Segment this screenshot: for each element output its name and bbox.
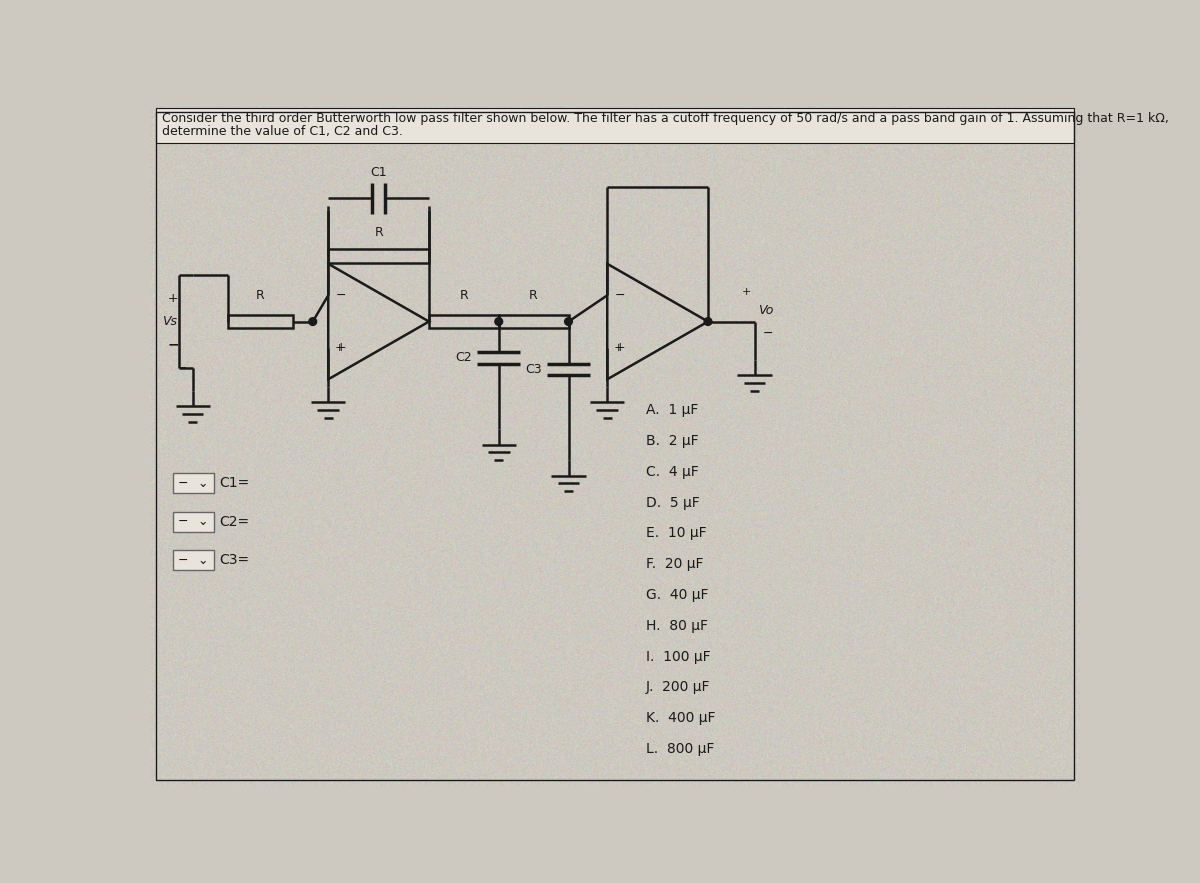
Circle shape bbox=[565, 318, 572, 326]
Text: +: + bbox=[616, 341, 625, 354]
Text: −: − bbox=[178, 477, 188, 490]
Circle shape bbox=[308, 318, 317, 326]
Text: −: − bbox=[616, 289, 625, 302]
Text: C1: C1 bbox=[371, 166, 386, 179]
Text: F.  20 µF: F. 20 µF bbox=[646, 557, 703, 571]
Text: H.  80 µF: H. 80 µF bbox=[646, 619, 708, 633]
Text: +: + bbox=[336, 341, 347, 354]
Text: R: R bbox=[256, 290, 265, 302]
Text: D.  5 µF: D. 5 µF bbox=[646, 495, 700, 509]
Text: +: + bbox=[168, 292, 179, 305]
Text: L.  800 µF: L. 800 µF bbox=[646, 742, 714, 756]
Text: Vs: Vs bbox=[162, 315, 176, 328]
Bar bbox=[173, 550, 214, 570]
Text: +: + bbox=[613, 343, 623, 352]
Text: ⌄: ⌄ bbox=[198, 477, 208, 490]
Text: A.  1 µF: A. 1 µF bbox=[646, 404, 698, 417]
Text: C.  4 µF: C. 4 µF bbox=[646, 464, 698, 479]
Text: −: − bbox=[336, 289, 347, 302]
Bar bbox=[430, 314, 499, 328]
Text: R: R bbox=[529, 290, 538, 302]
Text: +: + bbox=[742, 287, 751, 297]
Text: G.  40 µF: G. 40 µF bbox=[646, 588, 708, 602]
Text: Vo: Vo bbox=[758, 304, 774, 316]
Text: −: − bbox=[168, 337, 179, 351]
Text: E.  10 µF: E. 10 µF bbox=[646, 526, 707, 540]
Text: C3=: C3= bbox=[220, 554, 250, 567]
Text: C2: C2 bbox=[455, 351, 472, 365]
Bar bbox=[173, 512, 214, 532]
Bar bbox=[329, 249, 430, 263]
Text: ⌄: ⌄ bbox=[198, 516, 208, 528]
Text: +: + bbox=[335, 343, 344, 352]
Text: K.  400 µF: K. 400 µF bbox=[646, 711, 715, 725]
Text: J.  200 µF: J. 200 µF bbox=[646, 680, 710, 694]
Bar bbox=[228, 314, 293, 328]
Text: ⌄: ⌄ bbox=[198, 554, 208, 567]
Text: I.  100 µF: I. 100 µF bbox=[646, 650, 710, 663]
Text: B.  2 µF: B. 2 µF bbox=[646, 434, 698, 448]
Bar bbox=[173, 473, 214, 494]
Text: determine the value of C1, C2 and C3.: determine the value of C1, C2 and C3. bbox=[162, 125, 402, 139]
Bar bbox=[499, 314, 569, 328]
Text: Consider the third order Butterworth low pass filter shown below. The filter has: Consider the third order Butterworth low… bbox=[162, 112, 1169, 125]
Text: C1=: C1= bbox=[220, 476, 250, 490]
Text: −: − bbox=[178, 363, 187, 373]
Text: −: − bbox=[178, 554, 188, 567]
Circle shape bbox=[704, 318, 712, 326]
Text: −: − bbox=[762, 327, 773, 340]
Bar bbox=[156, 109, 1074, 143]
Text: C3: C3 bbox=[524, 363, 541, 376]
Circle shape bbox=[494, 318, 503, 326]
Text: R: R bbox=[460, 290, 468, 302]
Text: C2=: C2= bbox=[220, 515, 250, 529]
Text: −: − bbox=[178, 516, 188, 528]
Text: R: R bbox=[374, 226, 383, 239]
